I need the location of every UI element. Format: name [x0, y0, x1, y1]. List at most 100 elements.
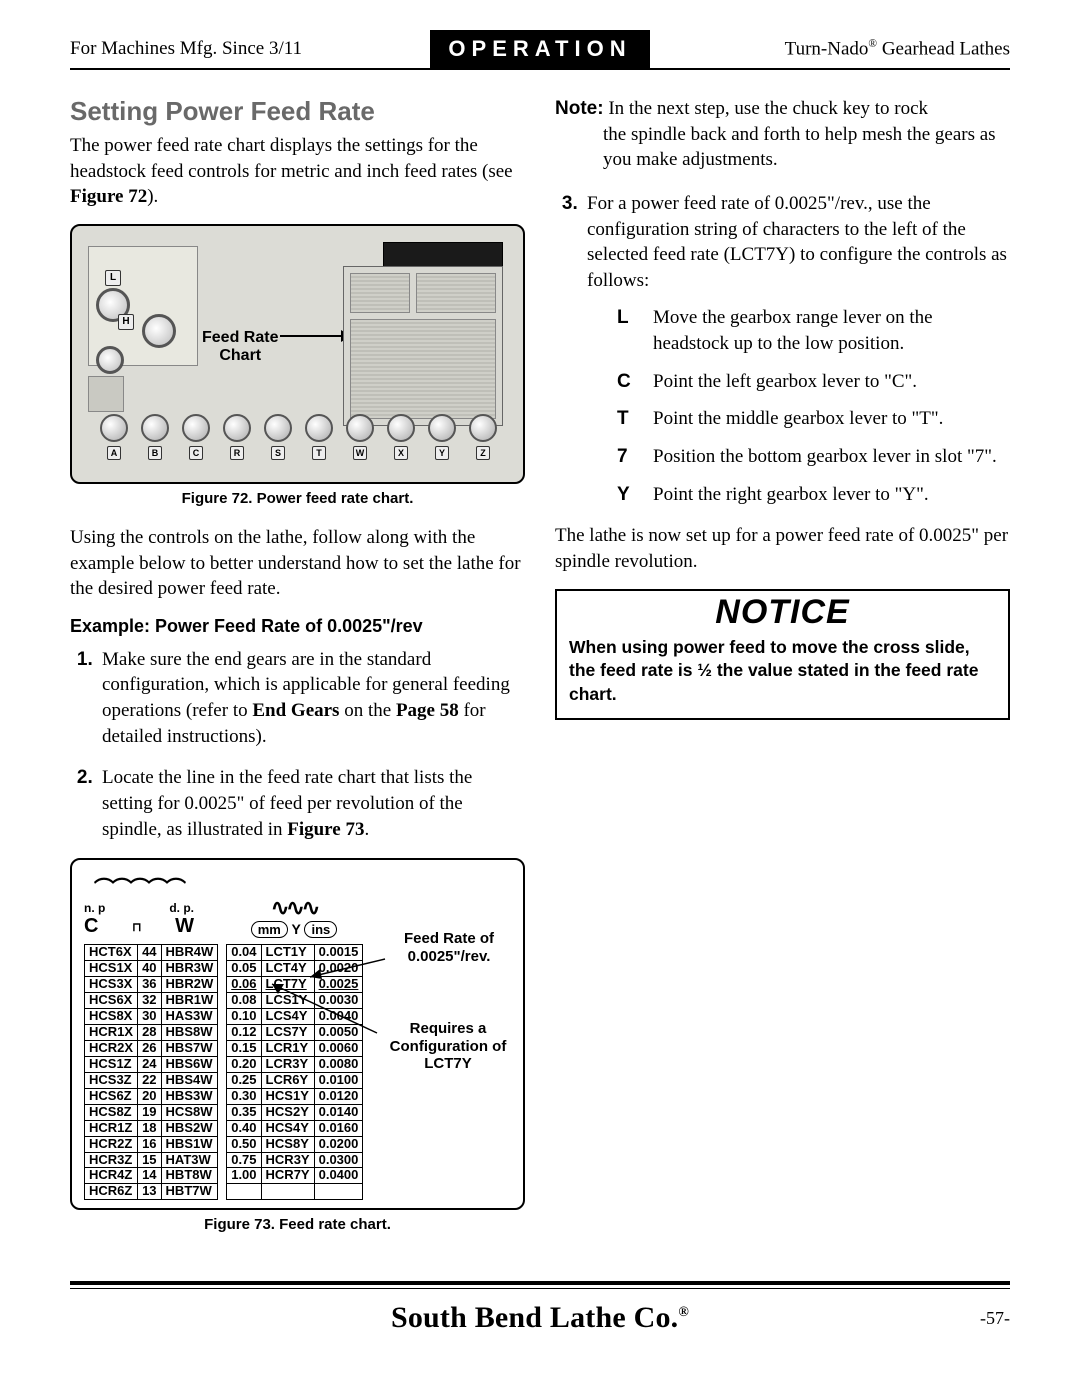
- table-cell: HCS6X: [85, 993, 138, 1009]
- table-cell: HCR7Y: [261, 1168, 314, 1184]
- table-cell: 14: [138, 1168, 161, 1184]
- step-3: For a power feed rate of 0.0025"/rev., u…: [583, 191, 1010, 507]
- table-cell: LCR3Y: [261, 1056, 314, 1072]
- table-cell: 1.00: [227, 1168, 261, 1184]
- table-row: HCS1Z24HBS6W0.20LCR3Y0.0080: [85, 1056, 363, 1072]
- footer: South Bend Lathe Co.® -57-: [70, 1289, 1010, 1347]
- table-cell: [218, 961, 227, 977]
- config-text: Point the left gearbox lever to "C".: [653, 369, 917, 395]
- table-row: HCR1Z18HBS2W0.40HCS4Y0.0160: [85, 1120, 363, 1136]
- knob-label: B: [148, 446, 162, 460]
- table-cell: [218, 1009, 227, 1025]
- table-cell: 0.08: [227, 993, 261, 1009]
- knob-label: Z: [476, 446, 490, 460]
- config-item: TPoint the middle gearbox lever to "T".: [617, 406, 1010, 432]
- right-column: Note: In the next step, use the chuck ke…: [555, 96, 1010, 1251]
- table-cell: 0.40: [227, 1120, 261, 1136]
- table-cell: 16: [138, 1136, 161, 1152]
- table-cell: 0.0140: [314, 1104, 363, 1120]
- table-cell: HCT6X: [85, 945, 138, 961]
- figure-73-caption: Figure 73. Feed rate chart.: [70, 1216, 525, 1233]
- knob-label: S: [271, 446, 285, 460]
- section-title: Setting Power Feed Rate: [70, 96, 525, 127]
- table-cell: HBS2W: [161, 1120, 218, 1136]
- table-cell: HBR2W: [161, 977, 218, 993]
- knob-label: W: [353, 446, 367, 460]
- left-column: Setting Power Feed Rate The power feed r…: [70, 96, 525, 1251]
- table-cell: HCS8W: [161, 1104, 218, 1120]
- step-1: Make sure the end gears are in the stand…: [98, 647, 525, 750]
- table-cell: HCS1X: [85, 961, 138, 977]
- table-cell: 0.0100: [314, 1072, 363, 1088]
- header-left: For Machines Mfg. Since 3/11: [70, 32, 430, 66]
- table-cell: HCR3Y: [261, 1152, 314, 1168]
- table-cell: 0.25: [227, 1072, 261, 1088]
- table-cell: 18: [138, 1120, 161, 1136]
- page-number: -57-: [980, 1308, 1010, 1329]
- annot-feed-rate: Feed Rate of0.0025"/rev.: [389, 930, 509, 965]
- table-cell: HCS8Y: [261, 1136, 314, 1152]
- annot-requires: Requires aConfiguration ofLCT7Y: [383, 1020, 513, 1072]
- table-row: HCS8Z19HCS8W 0.35HCS2Y0.0140: [85, 1104, 363, 1120]
- knob-row: ABCRSTWXYZ: [92, 414, 503, 462]
- table-cell: HCR6Z: [85, 1184, 138, 1200]
- knob-label: X: [394, 446, 408, 460]
- steps-list-right: For a power feed rate of 0.0025"/rev., u…: [555, 191, 1010, 507]
- note-text: In the next step, use the chuck key to r…: [608, 98, 928, 119]
- footer-company: South Bend Lathe Co.®: [391, 1301, 689, 1335]
- table-cell: 0.15: [227, 1040, 261, 1056]
- table-cell: 0.0160: [314, 1120, 363, 1136]
- feed-rate-chart-label: Feed RateChart: [202, 329, 278, 364]
- table-cell: 36: [138, 977, 161, 993]
- table-cell: HCS8X: [85, 1009, 138, 1025]
- sawtooth-icon: ⌒⌒⌒⌒⌒: [84, 872, 194, 901]
- table-row: HCS3Z22HBS4W0.25LCR6Y0.0100: [85, 1072, 363, 1088]
- header-center: OPERATION: [430, 30, 649, 68]
- table-cell: HBR1W: [161, 993, 218, 1009]
- config-list: LMove the gearbox range lever on the hea…: [587, 305, 1010, 507]
- table-cell: HBS6W: [161, 1056, 218, 1072]
- config-item: Y Point the right gearbox lever to "Y".: [617, 482, 1010, 508]
- table-cell: HAS3W: [161, 1009, 218, 1025]
- c-label: C: [84, 915, 98, 938]
- table-cell: 0.50: [227, 1136, 261, 1152]
- table-cell: 22: [138, 1072, 161, 1088]
- table-cell: HCS2Y: [261, 1104, 314, 1120]
- table-row: HCS6Z20HBS3W0.30HCS1Y0.0120: [85, 1088, 363, 1104]
- table-cell: [261, 1184, 314, 1200]
- table-cell: 0.20: [227, 1056, 261, 1072]
- figure-73: ⌒⌒⌒⌒⌒ n. p d. p. C ⊓ W ∿∿∿: [70, 858, 525, 1210]
- dial-label-l: L: [105, 270, 121, 286]
- table-cell: [218, 993, 227, 1009]
- table-cell: 0.10: [227, 1009, 261, 1025]
- table-cell: [218, 945, 227, 961]
- table-cell: 0.05: [227, 961, 261, 977]
- table-cell: 13: [138, 1184, 161, 1200]
- table-cell: [218, 1104, 227, 1120]
- table-cell: HCS6Z: [85, 1088, 138, 1104]
- config-item: LMove the gearbox range lever on the hea…: [617, 305, 1010, 356]
- np-label: n. p: [84, 901, 105, 915]
- table-cell: HBS7W: [161, 1040, 218, 1056]
- config-text: Point the right gearbox lever to "Y".: [653, 482, 929, 508]
- table-cell: 44: [138, 945, 161, 961]
- knob: [346, 414, 374, 442]
- table-cell: 0.12: [227, 1025, 261, 1041]
- after-fig72-paragraph: Using the controls on the lathe, follow …: [70, 525, 525, 602]
- table-cell: HBS8W: [161, 1025, 218, 1041]
- table-cell: LCR6Y: [261, 1072, 314, 1088]
- table-row: HCR2Z16HBS1W0.50HCS8Y0.0200: [85, 1136, 363, 1152]
- table-cell: 19: [138, 1104, 161, 1120]
- table-cell: [314, 1184, 363, 1200]
- table-cell: [218, 977, 227, 993]
- notice-box: NOTICE When using power feed to move the…: [555, 589, 1010, 721]
- table-cell: HCS8Z: [85, 1104, 138, 1120]
- table-cell: [218, 1120, 227, 1136]
- arrow-icon: [280, 335, 350, 337]
- w-label: W: [175, 915, 194, 938]
- table-cell: HBS4W: [161, 1072, 218, 1088]
- config-item: CPoint the left gearbox lever to "C".: [617, 369, 1010, 395]
- table-cell: 0.35: [227, 1104, 261, 1120]
- table-row: HCR3Z15HAT3W0.75HCR3Y0.0300: [85, 1152, 363, 1168]
- config-key: Y: [617, 482, 635, 508]
